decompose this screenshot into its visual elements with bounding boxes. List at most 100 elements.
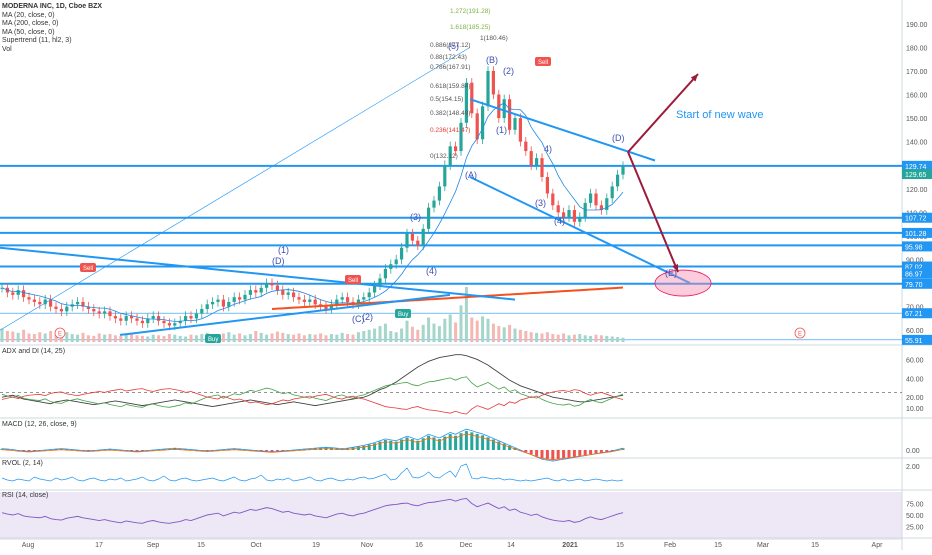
volume-bar <box>599 335 603 342</box>
candle-body <box>270 283 274 286</box>
candle-body <box>367 292 371 298</box>
fib-level-label: 0.88(172.43) <box>430 54 467 61</box>
volume-bar <box>173 334 177 342</box>
candle-body <box>113 316 117 319</box>
volume-bar <box>38 332 42 342</box>
candle-body <box>157 316 161 321</box>
volume-bar <box>459 305 463 342</box>
volume-bar <box>16 332 20 342</box>
sell-badge-label: Sell <box>538 60 548 66</box>
volume-bar <box>394 332 398 342</box>
candle-body <box>427 207 431 229</box>
fib-level-label: 1.618(185.25) <box>450 24 490 31</box>
candle-body <box>346 297 350 302</box>
candle-body <box>405 233 409 248</box>
macd-line <box>1 428 624 462</box>
candle-body <box>540 158 544 177</box>
macd-histogram-bar <box>599 450 603 453</box>
price-axis-label: 160.00 <box>906 93 928 100</box>
volume-bar <box>135 335 139 342</box>
price-tag-bg <box>902 334 932 345</box>
price-axis-label: 140.00 <box>906 140 928 147</box>
chart-title[interactable]: MODERNA INC, 1D, Cboe BZX <box>2 3 103 10</box>
candle-body <box>292 292 296 298</box>
price-axis-label: 60.00 <box>906 328 924 335</box>
volume-bar <box>464 287 468 342</box>
candle-body <box>464 82 468 123</box>
candle-body <box>194 313 198 319</box>
wave-label: (D) <box>272 256 285 266</box>
wave-label: (3) <box>535 198 546 208</box>
volume-bar <box>508 324 512 342</box>
rsi-axis-label: 75.00 <box>906 502 924 509</box>
candle-body <box>173 323 177 326</box>
volume-bar <box>32 334 36 342</box>
indicator-ma20[interactable]: MA (20, close, 0) <box>2 11 55 19</box>
macd-histogram-bar <box>481 435 485 450</box>
candle-body <box>216 299 220 302</box>
volume-bar <box>65 332 69 342</box>
price-tag-label: 79.70 <box>905 282 923 289</box>
buy-badge <box>205 334 221 343</box>
price-axis-label: 70.00 <box>906 305 924 312</box>
wave-label: (4) <box>554 216 565 226</box>
candle-body <box>421 228 425 246</box>
date-axis-label: Dec <box>460 542 473 549</box>
macd-histogram-bar <box>594 450 598 454</box>
volume-bar <box>524 331 528 342</box>
volume-bar <box>443 318 447 342</box>
volume-bar <box>0 328 4 342</box>
trendline <box>469 98 656 162</box>
volume-bar <box>616 337 620 342</box>
candle-body <box>86 306 90 309</box>
macd-pane-label: MACD (12, 26, close, 9) <box>2 421 77 428</box>
macd-histogram-bar <box>389 440 393 450</box>
candle-body <box>491 70 495 95</box>
volume-bar <box>297 333 301 342</box>
sell-badge <box>80 263 96 272</box>
candle-body <box>513 118 517 130</box>
candle-body <box>437 186 441 201</box>
volume-bar <box>97 333 101 342</box>
macd-histogram-bar <box>162 449 166 450</box>
indicator-supertrend[interactable]: Supertrend (11, hl2, 3) <box>2 37 72 45</box>
macd-histogram-bar <box>443 436 447 450</box>
volume-bar <box>324 335 328 342</box>
candle-body <box>572 210 576 222</box>
rvol-axis-label: 2.00 <box>906 464 920 471</box>
candle-body <box>454 146 458 152</box>
macd-histogram-bar <box>497 441 501 450</box>
macd-histogram-bar <box>621 448 625 450</box>
macd-histogram-bar <box>535 450 539 457</box>
indicator-ma200[interactable]: MA (200, close, 0) <box>2 20 59 28</box>
indicator-ma50[interactable]: MA (50, close, 0) <box>2 28 55 36</box>
volume-bar <box>540 333 544 342</box>
volume-bar <box>119 335 123 342</box>
volume-bar <box>583 335 587 342</box>
price-tag-bg <box>902 261 932 272</box>
candle-body <box>221 299 225 307</box>
macd-histogram-bar <box>610 450 614 451</box>
volume-bar <box>275 331 279 342</box>
volume-bar <box>346 334 350 342</box>
date-axis-label: 14 <box>507 542 515 549</box>
macd-histogram-bar <box>583 450 587 456</box>
macd-histogram-bar <box>605 450 609 452</box>
volume-bar <box>167 334 171 342</box>
macd-histogram-bar <box>184 449 188 450</box>
volume-bar <box>383 323 387 342</box>
macd-histogram-bar <box>238 449 242 450</box>
candle-body <box>470 82 474 114</box>
candle-body <box>189 316 193 319</box>
volume-bar <box>76 334 80 342</box>
volume-bar <box>545 332 549 342</box>
candle-body <box>340 297 344 300</box>
macd-histogram-bar <box>281 450 285 451</box>
macd-axis-label: 10.00 <box>906 406 924 413</box>
candle-body <box>373 285 377 293</box>
wave-label: (D) <box>612 133 625 143</box>
candle-body <box>43 299 47 305</box>
candle-body <box>324 306 328 309</box>
indicator-vol[interactable]: Vol <box>2 45 12 53</box>
